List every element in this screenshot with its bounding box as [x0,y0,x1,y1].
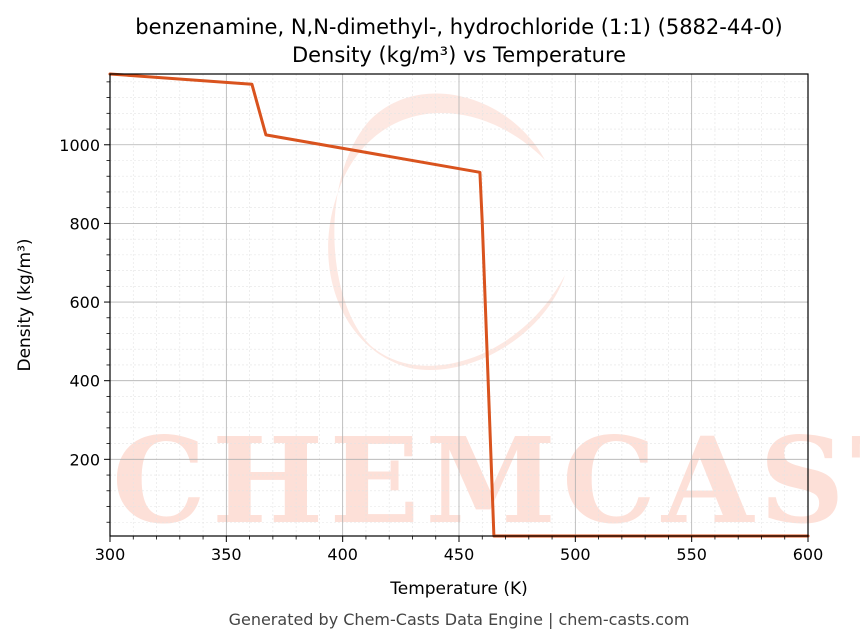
y-tick-label: 200 [69,450,100,469]
x-tick-label: 400 [327,545,358,564]
y-axis-ticks: 200 400 600 800 1000 [59,81,110,523]
x-tick-label: 500 [560,545,591,564]
x-tick-label: 550 [676,545,707,564]
x-tick-label: 350 [211,545,242,564]
y-tick-label: 400 [69,372,100,391]
chemcasts-watermark: CHEMCASTS [112,93,860,550]
y-tick-label: 600 [69,293,100,312]
y-tick-label: 1000 [59,136,100,155]
footer-credit: Generated by Chem-Casts Data Engine | ch… [229,610,690,629]
x-tick-label: 300 [95,545,126,564]
chart-subtitle: Density (kg/m³) vs Temperature [292,43,626,67]
x-tick-label: 600 [793,545,824,564]
y-axis-label: Density (kg/m³) [15,238,35,371]
watermark-text: CHEMCASTS [112,411,860,550]
chart-title: benzenamine, N,N-dimethyl-, hydrochlorid… [135,15,782,39]
watermark-c-logo [328,93,565,370]
x-axis-ticks: 300 350 400 450 500 550 600 [95,536,824,564]
x-axis-label: Temperature (K) [389,579,528,599]
y-tick-label: 800 [69,214,100,233]
x-tick-label: 450 [444,545,475,564]
